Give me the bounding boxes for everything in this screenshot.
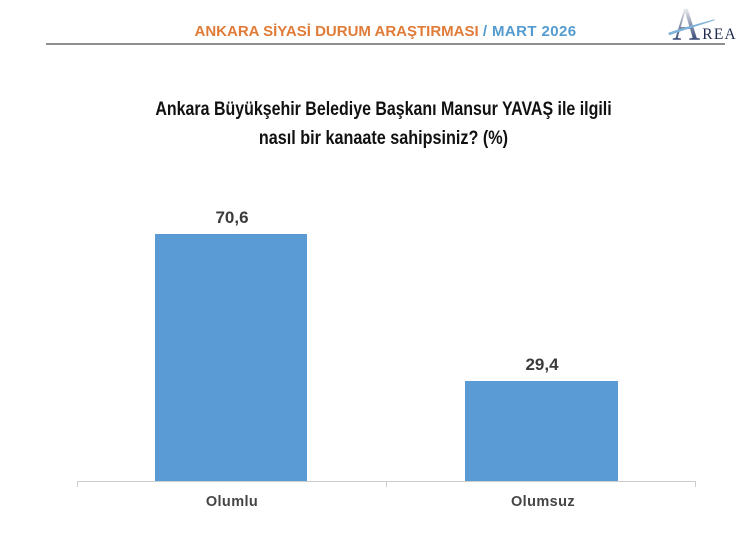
- svg-text:A: A: [672, 0, 700, 46]
- svg-text:REA: REA: [702, 26, 737, 43]
